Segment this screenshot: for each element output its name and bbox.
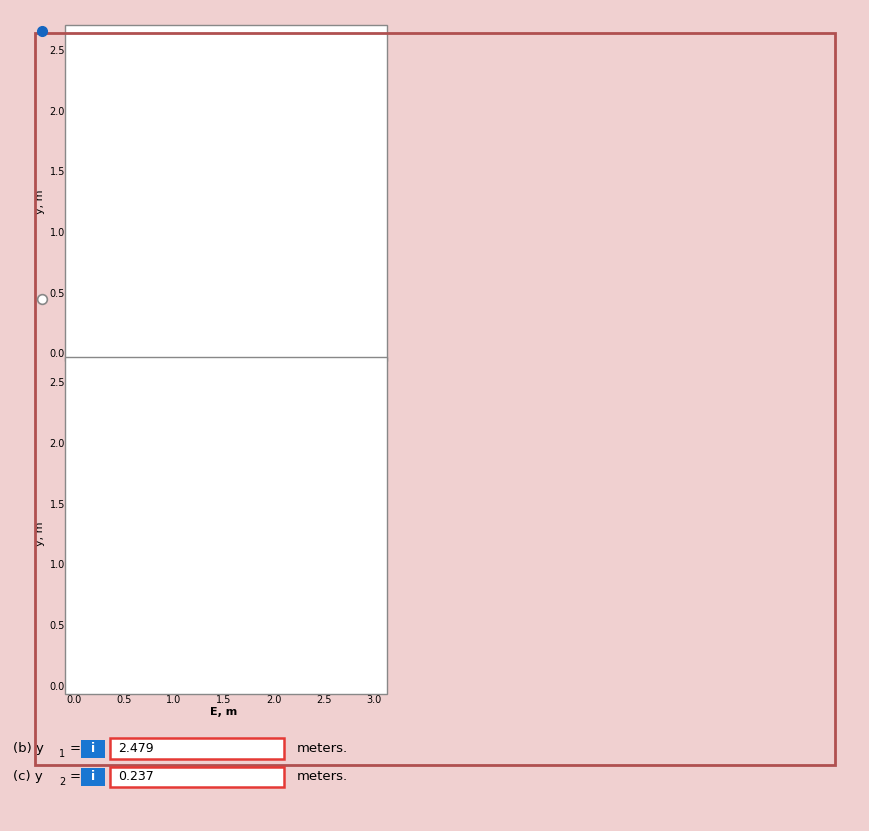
Text: 0.237: 0.237	[118, 770, 154, 784]
Title: y vs E: y vs E	[208, 369, 240, 379]
FancyBboxPatch shape	[81, 768, 105, 786]
FancyBboxPatch shape	[65, 25, 387, 361]
Text: =: =	[70, 770, 81, 784]
Text: 1: 1	[59, 749, 65, 759]
Text: 2: 2	[59, 777, 65, 787]
Y-axis label: y, m: y, m	[36, 522, 45, 546]
FancyBboxPatch shape	[81, 740, 105, 758]
Text: meters.: meters.	[296, 770, 348, 784]
Text: =: =	[70, 742, 81, 755]
FancyBboxPatch shape	[109, 738, 283, 760]
Text: i: i	[91, 742, 95, 755]
Text: (c) y: (c) y	[13, 770, 43, 784]
FancyBboxPatch shape	[109, 766, 283, 788]
Title: y vs E: y vs E	[208, 37, 240, 47]
Text: meters.: meters.	[296, 742, 348, 755]
Text: i: i	[91, 770, 95, 784]
Y-axis label: y, m: y, m	[36, 189, 45, 214]
FancyBboxPatch shape	[65, 357, 387, 694]
X-axis label: E, m: E, m	[210, 707, 237, 717]
X-axis label: E, m: E, m	[210, 375, 237, 385]
Text: (b) y: (b) y	[13, 742, 43, 755]
Text: 2.479: 2.479	[118, 742, 154, 755]
